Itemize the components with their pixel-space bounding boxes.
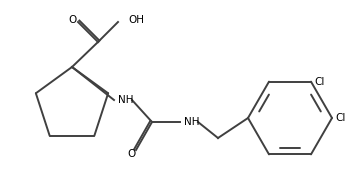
Text: O: O: [68, 15, 76, 25]
Text: O: O: [128, 149, 136, 159]
Text: Cl: Cl: [335, 113, 345, 123]
Text: NH: NH: [118, 95, 133, 105]
Text: OH: OH: [128, 15, 144, 25]
Text: NH: NH: [184, 117, 199, 127]
Text: Cl: Cl: [314, 77, 324, 87]
